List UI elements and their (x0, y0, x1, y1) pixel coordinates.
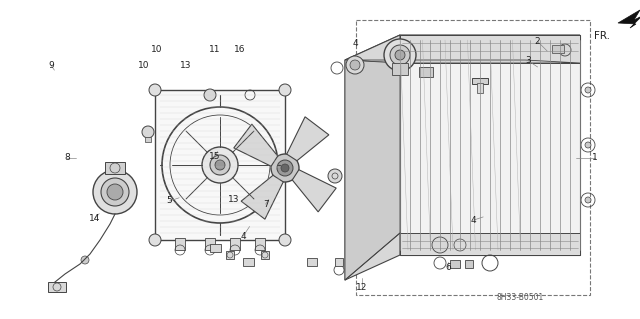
Circle shape (559, 44, 571, 56)
Circle shape (202, 147, 238, 183)
Text: 6: 6 (445, 263, 451, 272)
Text: 4: 4 (353, 39, 358, 48)
Circle shape (585, 142, 591, 148)
Polygon shape (345, 35, 400, 280)
Polygon shape (400, 35, 580, 255)
Polygon shape (234, 124, 278, 166)
Text: 9: 9 (49, 61, 54, 70)
Bar (450, 260, 460, 268)
Bar (261, 251, 269, 259)
Circle shape (271, 154, 299, 182)
Circle shape (346, 56, 364, 74)
Bar (335, 258, 343, 266)
Bar (255, 238, 265, 250)
Bar (155, 90, 285, 240)
Text: 8H33-B0501: 8H33-B0501 (497, 293, 543, 302)
Bar (307, 258, 317, 266)
Text: 1: 1 (593, 153, 598, 162)
Polygon shape (345, 60, 580, 63)
Bar (205, 238, 215, 250)
Circle shape (204, 89, 216, 101)
Text: 15: 15 (209, 152, 220, 161)
Circle shape (142, 126, 154, 138)
Text: 16: 16 (234, 45, 246, 54)
Circle shape (81, 256, 89, 264)
Bar (400, 35, 580, 63)
Bar (243, 258, 254, 266)
Polygon shape (345, 35, 580, 60)
Text: 11: 11 (209, 45, 220, 54)
Text: 3: 3 (525, 56, 531, 65)
Bar (175, 238, 185, 250)
Text: 13: 13 (228, 195, 239, 204)
Bar (356, 20, 590, 295)
Circle shape (395, 50, 405, 60)
Circle shape (585, 87, 591, 93)
Circle shape (432, 237, 448, 253)
Text: 4: 4 (241, 232, 246, 241)
Polygon shape (287, 117, 329, 161)
Text: 14: 14 (89, 214, 100, 223)
Text: 13: 13 (180, 61, 191, 70)
Text: FR.: FR. (594, 31, 610, 41)
Circle shape (279, 84, 291, 96)
Circle shape (328, 169, 342, 183)
Polygon shape (241, 175, 284, 219)
Bar (230, 238, 240, 250)
Polygon shape (618, 10, 640, 28)
Circle shape (277, 160, 293, 176)
Circle shape (215, 160, 225, 170)
Circle shape (390, 45, 410, 65)
Circle shape (101, 178, 129, 206)
Bar (145, 137, 151, 142)
Circle shape (384, 39, 416, 71)
Circle shape (149, 234, 161, 246)
Text: 10: 10 (151, 45, 163, 54)
Text: 4: 4 (471, 216, 476, 225)
Circle shape (281, 164, 289, 172)
Bar (226, 251, 234, 259)
Bar (419, 67, 433, 77)
Circle shape (149, 84, 161, 96)
Circle shape (93, 170, 137, 214)
Bar (48, 282, 66, 292)
Bar (392, 63, 408, 75)
Circle shape (107, 184, 123, 200)
Bar (210, 244, 221, 252)
Bar (552, 45, 564, 53)
Bar (472, 78, 488, 84)
Text: 7: 7 (263, 200, 268, 209)
Circle shape (350, 60, 360, 70)
Bar (105, 162, 125, 174)
Text: 8: 8 (65, 153, 70, 162)
Text: 2: 2 (535, 37, 540, 46)
Circle shape (210, 155, 230, 175)
Bar (477, 83, 483, 93)
Bar (400, 233, 580, 255)
Polygon shape (345, 60, 400, 280)
Bar (465, 260, 473, 268)
Text: 12: 12 (356, 283, 367, 292)
Text: 5: 5 (167, 197, 172, 205)
Circle shape (279, 234, 291, 246)
Text: 10: 10 (138, 61, 150, 70)
Polygon shape (292, 170, 336, 212)
Circle shape (585, 197, 591, 203)
